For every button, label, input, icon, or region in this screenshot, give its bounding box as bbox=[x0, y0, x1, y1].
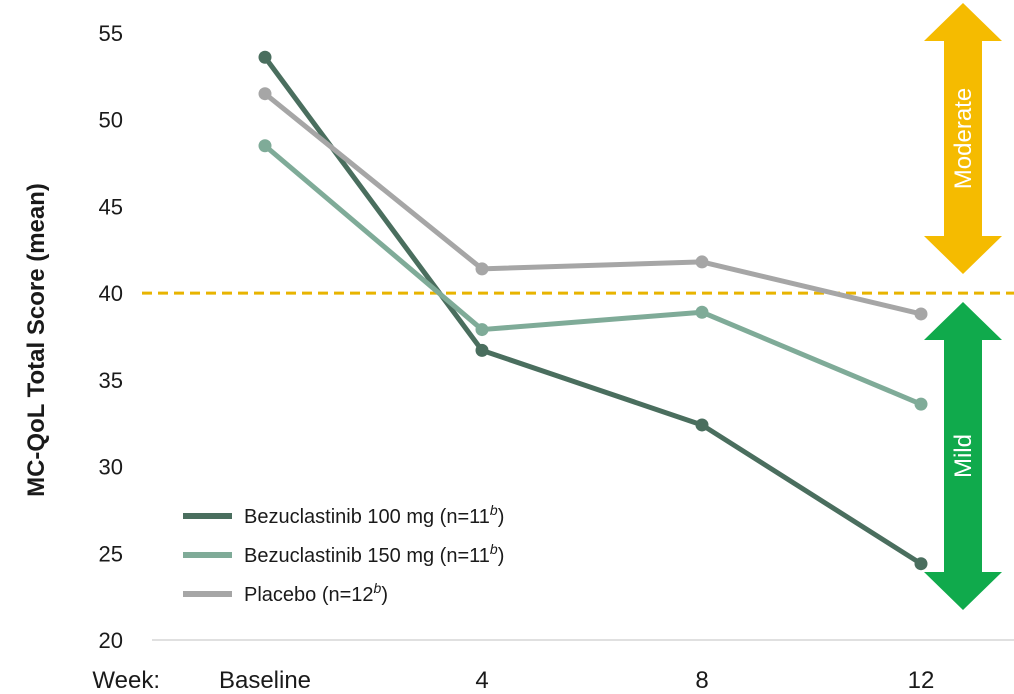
data-point bbox=[475, 343, 489, 357]
data-point bbox=[475, 323, 489, 337]
y-tick-label: 35 bbox=[99, 368, 123, 393]
y-tick-label: 55 bbox=[99, 21, 123, 46]
data-point bbox=[695, 418, 709, 432]
series-2 bbox=[258, 139, 928, 411]
x-tick-label: 12 bbox=[908, 667, 935, 694]
data-point bbox=[258, 50, 272, 64]
severity-zones: Moderate Mild bbox=[924, 3, 1002, 610]
x-axis-prefix-label: Week: bbox=[92, 667, 160, 694]
series-3 bbox=[258, 87, 928, 321]
series-1 bbox=[258, 50, 928, 571]
x-axis-ticks: Baseline 4 8 12 bbox=[219, 667, 934, 694]
y-axis-ticks: 20 25 30 35 40 45 50 55 bbox=[99, 21, 123, 653]
data-point bbox=[695, 255, 709, 269]
x-tick-label: Baseline bbox=[219, 667, 311, 694]
data-point bbox=[475, 262, 489, 276]
y-tick-label: 30 bbox=[99, 455, 123, 480]
series-line bbox=[263, 143, 922, 407]
y-axis-title: MC-QoL Total Score (mean) bbox=[23, 183, 50, 497]
x-tick-label: 8 bbox=[695, 667, 708, 694]
y-tick-label: 40 bbox=[99, 281, 123, 306]
zone-arrow-moderate bbox=[924, 3, 1002, 274]
data-point bbox=[695, 305, 709, 319]
zone-arrow-mild bbox=[924, 302, 1002, 610]
y-tick-label: 50 bbox=[99, 108, 123, 133]
legend-label: Bezuclastinib 150 mg (n=11b) bbox=[244, 541, 504, 567]
zone-label-moderate: Moderate bbox=[950, 88, 977, 189]
y-tick-label: 25 bbox=[99, 541, 123, 566]
data-point bbox=[258, 87, 272, 101]
legend: Bezuclastinib 100 mg (n=11b) Bezuclastini… bbox=[183, 502, 504, 606]
series-line bbox=[262, 55, 923, 566]
y-tick-label: 45 bbox=[99, 194, 123, 219]
zone-label-mild: Mild bbox=[950, 434, 977, 478]
x-tick-label: 4 bbox=[475, 667, 488, 694]
data-point bbox=[914, 307, 928, 321]
data-point bbox=[914, 557, 928, 571]
series-lines bbox=[258, 50, 928, 571]
legend-label: Placebo (n=12b) bbox=[244, 580, 388, 606]
legend-label: Bezuclastinib 100 mg (n=11b) bbox=[244, 502, 504, 528]
y-tick-label: 20 bbox=[99, 628, 123, 653]
series-line bbox=[263, 91, 922, 317]
data-point bbox=[914, 397, 928, 411]
data-point bbox=[258, 139, 272, 153]
